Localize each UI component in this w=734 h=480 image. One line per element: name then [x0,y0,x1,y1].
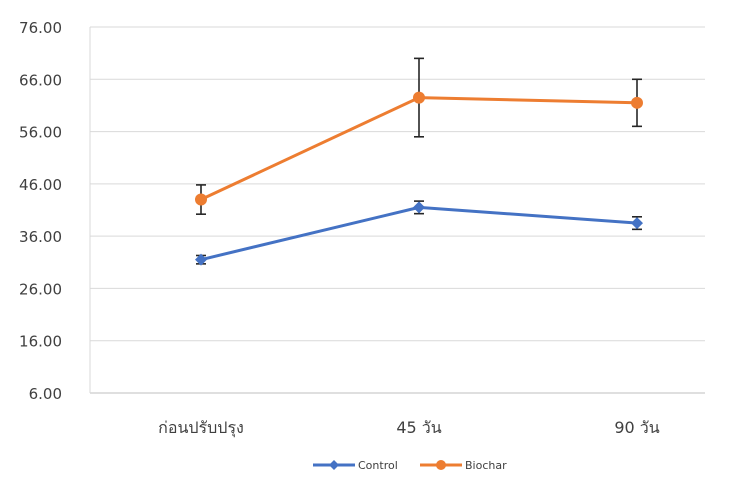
legend-item-biochar: Biochar [420,459,507,472]
x-tick-label: 45 วัน [396,418,441,437]
series-biochar [195,57,643,215]
y-tick-label: 66.00 [19,71,62,89]
series-group [195,57,643,266]
y-tick-label: 56.00 [19,124,62,142]
data-point [631,96,643,109]
y-tick-label: 6.00 [29,385,62,403]
x-tick-label: 90 วัน [614,418,659,437]
legend-label: Biochar [465,459,507,472]
legend-marker [436,460,446,470]
grid-lines [89,26,705,394]
data-point [413,91,425,104]
legend-item-control: Control [313,459,398,472]
series-control [195,200,643,266]
legend-label: Control [358,459,398,472]
y-tick-label: 26.00 [19,280,62,298]
y-tick-label: 16.00 [19,333,62,351]
legend-marker [329,460,339,470]
x-axis-ticks: ก่อนปรับปรุง 45 วัน 90 วัน [158,418,660,438]
legend: Control Biochar [313,459,507,472]
y-tick-label: 46.00 [19,176,62,194]
data-point [413,201,425,214]
y-axis-ticks: 6.00 16.00 26.00 36.00 46.00 56.00 66.00 76.00 [19,19,62,403]
x-tick-label: ก่อนปรับปรุง [158,418,244,438]
series-line-control [200,205,638,262]
data-point [195,253,207,266]
data-point [195,193,207,206]
y-tick-label: 36.00 [19,228,62,246]
y-tick-label: 76.00 [19,19,62,37]
data-point [631,217,643,230]
